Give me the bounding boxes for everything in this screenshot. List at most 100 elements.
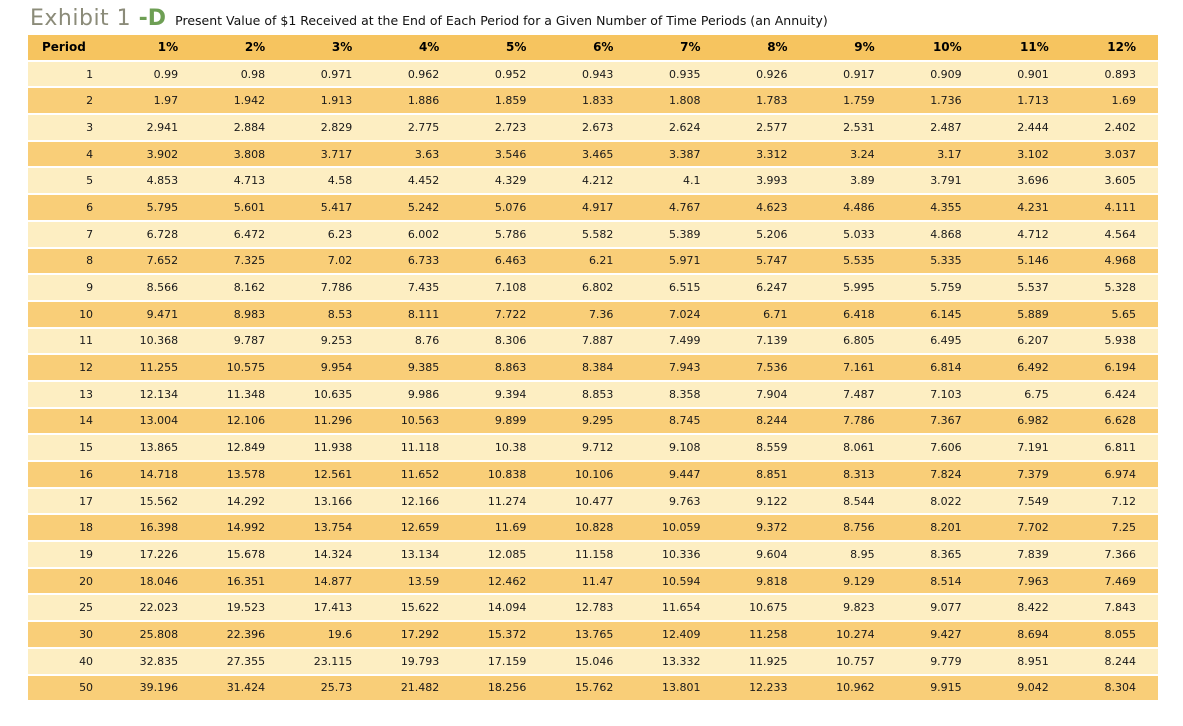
value-cell: 11.274 bbox=[461, 487, 549, 516]
value-cell: 11.925 bbox=[722, 647, 810, 676]
table-row: 16 14.718 13.578 12.561 11.652 10.838 10.106 9.… bbox=[28, 461, 1158, 489]
value-cell: 2.673 bbox=[548, 114, 636, 142]
value-cell: 7.887 bbox=[548, 327, 636, 356]
period-cell: 15 bbox=[28, 434, 114, 462]
value-cell: 10.757 bbox=[809, 647, 897, 676]
value-cell: 10.575 bbox=[200, 354, 288, 382]
value-cell: 4.1 bbox=[635, 167, 723, 196]
value-cell: 1.783 bbox=[722, 87, 810, 116]
value-cell: 4.452 bbox=[374, 167, 462, 196]
value-cell: 2.624 bbox=[635, 114, 723, 142]
value-cell: 3.993 bbox=[722, 167, 810, 196]
value-cell: 11.258 bbox=[722, 621, 810, 649]
value-cell: 15.046 bbox=[548, 647, 636, 676]
value-cell: 12.462 bbox=[461, 567, 549, 596]
value-cell: 6.194 bbox=[1070, 354, 1158, 382]
table-row: 5 4.853 4.713 4.58 4.452 4.329 4.212 4.1 3.993 3.… bbox=[28, 167, 1158, 196]
value-cell: 5.535 bbox=[809, 247, 897, 276]
value-cell: 8.422 bbox=[983, 594, 1071, 623]
value-cell: 8.365 bbox=[896, 541, 984, 569]
value-cell: 1.97 bbox=[113, 87, 201, 116]
annuity-table: Period 1% 2% 3% 4% 5% 6% 7% 8% 9% 10% 11% 12% 1 0.99 0… bbox=[28, 35, 1158, 703]
value-cell: 0.935 bbox=[635, 60, 723, 89]
value-cell: 1.736 bbox=[896, 87, 984, 116]
value-cell: 11.118 bbox=[374, 434, 462, 462]
table-row: 25 22.023 19.523 17.413 15.622 14.094 12.783 11… bbox=[28, 594, 1158, 623]
value-cell: 7.652 bbox=[113, 247, 201, 276]
value-cell: 32.835 bbox=[113, 647, 201, 676]
value-cell: 3.387 bbox=[635, 140, 723, 169]
value-cell: 7.161 bbox=[809, 354, 897, 382]
period-cell: 12 bbox=[28, 354, 114, 382]
value-cell: 6.23 bbox=[287, 220, 375, 249]
value-cell: 9.394 bbox=[461, 380, 549, 409]
value-cell: 4.564 bbox=[1070, 220, 1158, 249]
value-cell: 5.328 bbox=[1070, 274, 1158, 302]
header-row: Period 1% 2% 3% 4% 5% 6% 7% 8% 9% 10% 11% 12% bbox=[28, 35, 1158, 62]
value-cell: 7.824 bbox=[896, 461, 984, 489]
value-cell: 8.745 bbox=[635, 407, 723, 436]
exhibit-title: Exhibit 1 -D Present Value of $1 Receive… bbox=[0, 0, 1183, 31]
rate-column-header: 3% bbox=[287, 35, 375, 62]
value-cell: 23.115 bbox=[287, 647, 375, 676]
value-cell: 13.332 bbox=[635, 647, 723, 676]
rate-column-header: 8% bbox=[722, 35, 810, 62]
value-cell: 5.417 bbox=[287, 194, 375, 222]
value-cell: 7.843 bbox=[1070, 594, 1158, 623]
value-cell: 6.728 bbox=[113, 220, 201, 249]
value-cell: 8.244 bbox=[722, 407, 810, 436]
value-cell: 13.166 bbox=[287, 487, 375, 516]
value-cell: 12.659 bbox=[374, 514, 462, 543]
value-cell: 12.166 bbox=[374, 487, 462, 516]
value-cell: 10.106 bbox=[548, 461, 636, 489]
value-cell: 18.256 bbox=[461, 674, 549, 703]
value-cell: 9.129 bbox=[809, 567, 897, 596]
value-cell: 1.69 bbox=[1070, 87, 1158, 116]
value-cell: 10.38 bbox=[461, 434, 549, 462]
value-cell: 39.196 bbox=[113, 674, 201, 703]
value-cell: 12.085 bbox=[461, 541, 549, 569]
value-cell: 8.853 bbox=[548, 380, 636, 409]
value-cell: 17.413 bbox=[287, 594, 375, 623]
value-cell: 4.712 bbox=[983, 220, 1071, 249]
value-cell: 19.6 bbox=[287, 621, 375, 649]
value-cell: 0.926 bbox=[722, 60, 810, 89]
table-row: 6 5.795 5.601 5.417 5.242 5.076 4.917 4.767 4.62… bbox=[28, 194, 1158, 222]
rate-column-header: 2% bbox=[200, 35, 288, 62]
value-cell: 7.722 bbox=[461, 300, 549, 329]
value-cell: 3.696 bbox=[983, 167, 1071, 196]
value-cell: 6.472 bbox=[200, 220, 288, 249]
value-cell: 6.982 bbox=[983, 407, 1071, 436]
value-cell: 13.765 bbox=[548, 621, 636, 649]
value-cell: 8.544 bbox=[809, 487, 897, 516]
value-cell: 9.763 bbox=[635, 487, 723, 516]
value-cell: 0.901 bbox=[983, 60, 1071, 89]
value-cell: 4.231 bbox=[983, 194, 1071, 222]
value-cell: 9.954 bbox=[287, 354, 375, 382]
value-cell: 6.463 bbox=[461, 247, 549, 276]
value-cell: 5.889 bbox=[983, 300, 1071, 329]
value-cell: 10.635 bbox=[287, 380, 375, 409]
value-cell: 9.385 bbox=[374, 354, 462, 382]
value-cell: 0.917 bbox=[809, 60, 897, 89]
rate-column-header: 4% bbox=[374, 35, 462, 62]
period-cell: 17 bbox=[28, 487, 114, 516]
value-cell: 8.061 bbox=[809, 434, 897, 462]
value-cell: 3.037 bbox=[1070, 140, 1158, 169]
table-row: 1 0.99 0.98 0.971 0.962 0.952 0.943 0.935 0.926 0… bbox=[28, 60, 1158, 89]
value-cell: 9.122 bbox=[722, 487, 810, 516]
value-cell: 27.355 bbox=[200, 647, 288, 676]
value-cell: 3.717 bbox=[287, 140, 375, 169]
value-cell: 7.904 bbox=[722, 380, 810, 409]
value-cell: 6.811 bbox=[1070, 434, 1158, 462]
value-cell: 11.158 bbox=[548, 541, 636, 569]
value-cell: 5.146 bbox=[983, 247, 1071, 276]
value-cell: 4.713 bbox=[200, 167, 288, 196]
value-cell: 1.808 bbox=[635, 87, 723, 116]
value-cell: 14.094 bbox=[461, 594, 549, 623]
period-cell: 19 bbox=[28, 541, 114, 569]
value-cell: 12.106 bbox=[200, 407, 288, 436]
rate-column-header: 5% bbox=[461, 35, 549, 62]
value-cell: 12.561 bbox=[287, 461, 375, 489]
